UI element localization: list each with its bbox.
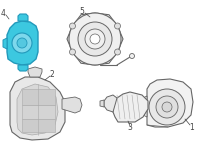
Text: 3: 3 bbox=[128, 123, 132, 132]
Circle shape bbox=[115, 23, 121, 29]
Polygon shape bbox=[113, 92, 148, 122]
Polygon shape bbox=[3, 38, 7, 49]
Circle shape bbox=[12, 33, 32, 53]
Polygon shape bbox=[104, 95, 117, 112]
Circle shape bbox=[130, 54, 134, 59]
Circle shape bbox=[162, 102, 172, 112]
Circle shape bbox=[78, 22, 112, 56]
Polygon shape bbox=[17, 84, 58, 135]
Polygon shape bbox=[18, 65, 28, 71]
Polygon shape bbox=[22, 119, 55, 132]
Polygon shape bbox=[22, 105, 55, 119]
Text: 1: 1 bbox=[190, 122, 194, 132]
Polygon shape bbox=[10, 77, 65, 140]
Circle shape bbox=[149, 89, 185, 125]
Polygon shape bbox=[67, 13, 123, 65]
Circle shape bbox=[69, 23, 75, 29]
Text: 2: 2 bbox=[50, 70, 54, 78]
Polygon shape bbox=[147, 79, 193, 127]
Circle shape bbox=[115, 49, 121, 55]
Polygon shape bbox=[141, 96, 147, 117]
Polygon shape bbox=[100, 100, 104, 107]
Polygon shape bbox=[22, 89, 55, 105]
Circle shape bbox=[17, 38, 27, 48]
Text: 5: 5 bbox=[80, 6, 84, 15]
Circle shape bbox=[90, 34, 100, 44]
Text: 4: 4 bbox=[1, 9, 5, 17]
Polygon shape bbox=[28, 67, 42, 77]
Circle shape bbox=[85, 29, 105, 49]
Polygon shape bbox=[18, 14, 28, 21]
Circle shape bbox=[69, 13, 121, 65]
Circle shape bbox=[69, 49, 75, 55]
Polygon shape bbox=[62, 97, 82, 113]
Circle shape bbox=[156, 96, 178, 118]
Polygon shape bbox=[7, 21, 38, 65]
